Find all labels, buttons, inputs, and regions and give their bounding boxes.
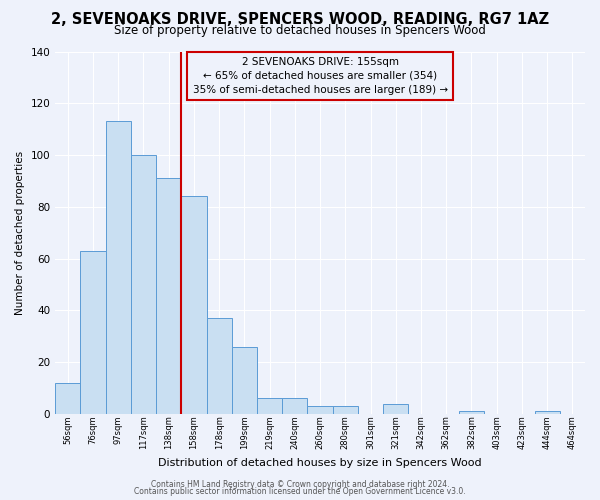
Text: 2, SEVENOAKS DRIVE, SPENCERS WOOD, READING, RG7 1AZ: 2, SEVENOAKS DRIVE, SPENCERS WOOD, READI… xyxy=(51,12,549,28)
Bar xyxy=(257,398,282,414)
Bar xyxy=(106,122,131,414)
Bar xyxy=(206,318,232,414)
Bar xyxy=(307,406,332,414)
Bar xyxy=(459,412,484,414)
X-axis label: Distribution of detached houses by size in Spencers Wood: Distribution of detached houses by size … xyxy=(158,458,482,468)
Y-axis label: Number of detached properties: Number of detached properties xyxy=(15,150,25,315)
Bar xyxy=(55,383,80,414)
Bar xyxy=(181,196,206,414)
Bar xyxy=(383,404,409,414)
Bar xyxy=(332,406,358,414)
Bar xyxy=(80,251,106,414)
Text: Contains HM Land Registry data © Crown copyright and database right 2024.: Contains HM Land Registry data © Crown c… xyxy=(151,480,449,489)
Bar xyxy=(232,346,257,414)
Bar xyxy=(156,178,181,414)
Bar xyxy=(535,412,560,414)
Text: Size of property relative to detached houses in Spencers Wood: Size of property relative to detached ho… xyxy=(114,24,486,37)
Bar xyxy=(131,155,156,414)
Text: Contains public sector information licensed under the Open Government Licence v3: Contains public sector information licen… xyxy=(134,487,466,496)
Bar xyxy=(282,398,307,414)
Text: 2 SEVENOAKS DRIVE: 155sqm
← 65% of detached houses are smaller (354)
35% of semi: 2 SEVENOAKS DRIVE: 155sqm ← 65% of detac… xyxy=(193,57,448,95)
